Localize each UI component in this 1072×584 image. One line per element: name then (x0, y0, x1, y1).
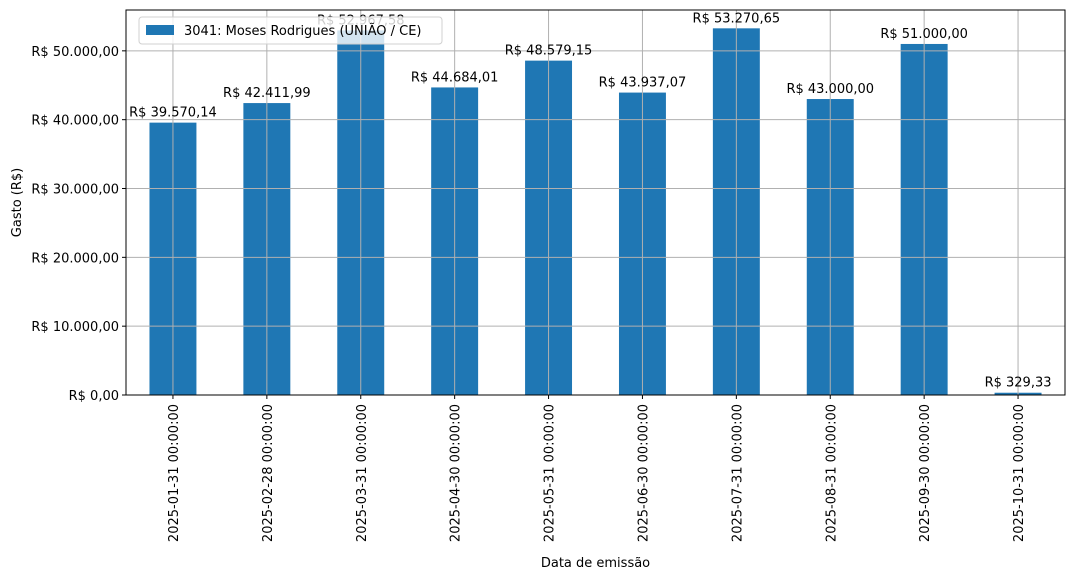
x-tick-label: 2025-09-30 00:00:00 (918, 404, 933, 542)
data-label: R$ 48.579,15 (505, 44, 593, 59)
data-label: R$ 39.570,14 (129, 106, 217, 121)
data-label: R$ 42.411,99 (223, 86, 311, 101)
legend-swatch (146, 25, 174, 35)
x-tick-label: 2025-04-30 00:00:00 (449, 404, 464, 542)
x-axis-label: Data de emissão (541, 556, 650, 571)
y-tick-label: R$ 20.000,00 (31, 251, 119, 266)
legend-label: 3041: Moses Rodrigues (UNIÃO / CE) (184, 23, 422, 39)
y-tick-label: R$ 50.000,00 (31, 45, 119, 60)
y-tick-label: R$ 10.000,00 (31, 320, 119, 335)
legend (138, 16, 443, 45)
x-tick-label: 2025-03-31 00:00:00 (355, 404, 370, 542)
x-tick-label: 2025-10-31 00:00:00 (1012, 404, 1027, 542)
y-tick-label: R$ 0,00 (69, 389, 119, 404)
y-tick-label: R$ 40.000,00 (31, 114, 119, 129)
data-label: R$ 43.000,00 (786, 82, 874, 97)
data-label: R$ 43.937,07 (599, 76, 687, 91)
x-tick-label: 2025-05-31 00:00:00 (543, 404, 558, 542)
x-tick-label: 2025-06-30 00:00:00 (636, 404, 651, 542)
x-tick-label: 2025-07-31 00:00:00 (730, 404, 745, 542)
data-label: R$ 44.684,01 (411, 70, 499, 85)
x-tick-label: 2025-08-31 00:00:00 (824, 404, 839, 542)
y-tick-label: R$ 30.000,00 (31, 183, 119, 198)
data-label: R$ 51.000,00 (880, 27, 968, 42)
data-label: R$ 329,33 (985, 376, 1052, 391)
data-label: R$ 53.270,65 (693, 11, 781, 26)
x-tick-label: 2025-01-31 00:00:00 (167, 404, 182, 542)
plot-frame (125, 9, 1066, 396)
x-tick-label: 2025-02-28 00:00:00 (261, 404, 276, 542)
y-axis-label: Gasto (R$) (10, 168, 25, 237)
